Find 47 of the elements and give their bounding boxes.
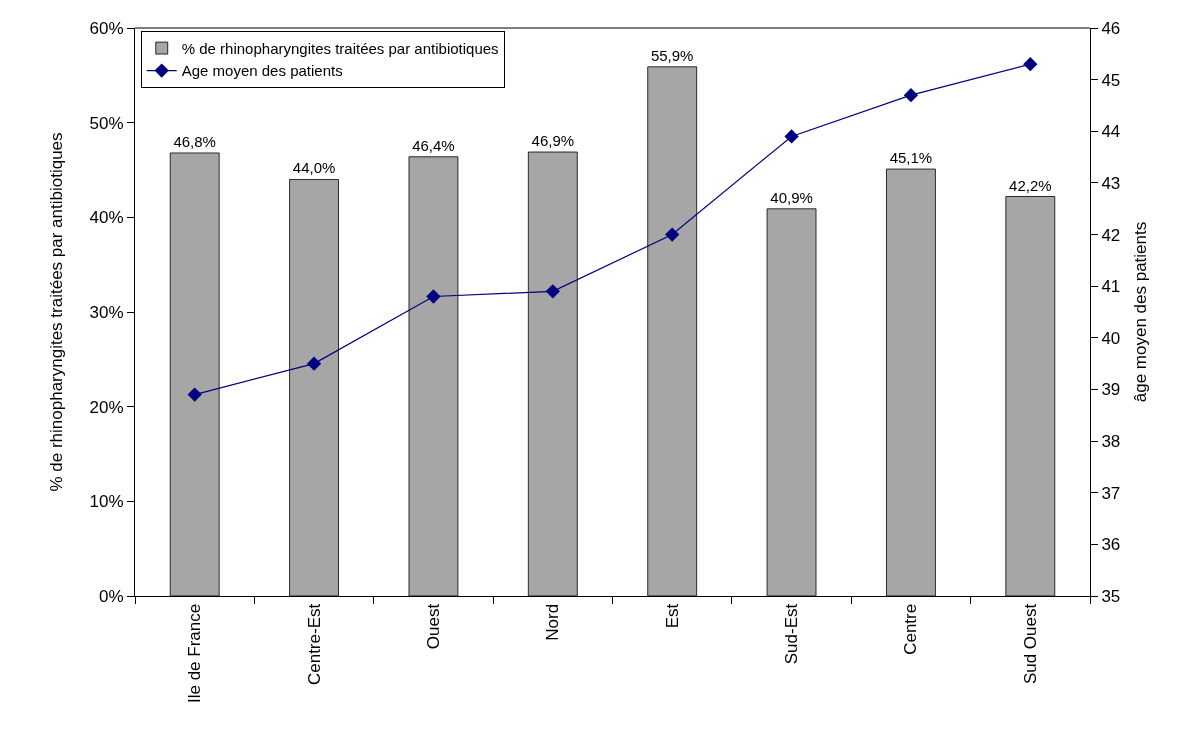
y-tick-label: 60% [89, 18, 124, 38]
y2-tick-label: 46 [1101, 18, 1121, 38]
y-tick-label: 30% [89, 302, 124, 322]
point [784, 129, 799, 144]
x-tick-label: Centre-Est [304, 603, 324, 686]
data-label: 44,0% [292, 159, 336, 177]
y2-tick-label: 45 [1101, 70, 1121, 90]
point [306, 356, 322, 371]
y2-tick-label: 35 [1101, 586, 1121, 606]
point [187, 387, 202, 402]
y-tick-label: 50% [89, 113, 124, 133]
data-label: 40,9% [770, 188, 813, 206]
data-label: 55,9% [650, 46, 694, 64]
point [903, 87, 919, 103]
x-tick-label: Sud Ouest [1020, 603, 1040, 685]
point [545, 284, 560, 299]
point [1023, 57, 1038, 72]
y2-tick-label: 38 [1101, 432, 1121, 452]
y2-tick-label: 41 [1101, 277, 1121, 297]
y2-axis-title: âge moyen des patients [1130, 221, 1150, 403]
y-tick-label: 0% [99, 586, 124, 606]
data-label: 46,8% [173, 132, 216, 150]
y-tick-label: 10% [89, 492, 124, 512]
y2-tick-label: 42 [1101, 225, 1121, 245]
point [665, 227, 680, 242]
x-tick-label: Est [662, 603, 682, 629]
y2-tick-label: 37 [1101, 483, 1121, 503]
data-label: 46,9% [531, 132, 575, 150]
legend-label: % de rhinopharyngites traitées par antibiotiques [181, 39, 499, 57]
legend-label: Age moyen des patients [181, 62, 343, 80]
x-tick-label: Nord [543, 603, 563, 641]
y-tick-label: 40% [89, 208, 124, 228]
y-axis-title: % de rhinopharyngites traitées par antibiotiques [47, 132, 67, 492]
y2-tick-label: 39 [1101, 380, 1121, 400]
data-label: 46,4% [412, 136, 455, 154]
x-tick-label: Centre [901, 603, 921, 655]
x-tick-label: Ouest [423, 603, 443, 650]
point [426, 289, 441, 304]
y2-tick-label: 43 [1101, 173, 1121, 193]
data-label: 45,1% [889, 149, 933, 167]
data-label: 42,2% [1009, 176, 1052, 194]
y2-tick-label: 40 [1101, 328, 1121, 348]
x-tick-label: Ile de France [185, 603, 205, 704]
x-tick-label: Sud-Est [782, 603, 802, 665]
y2-tick-label: 36 [1101, 535, 1121, 555]
y-tick-label: 20% [89, 397, 124, 417]
y2-tick-label: 44 [1101, 122, 1121, 142]
